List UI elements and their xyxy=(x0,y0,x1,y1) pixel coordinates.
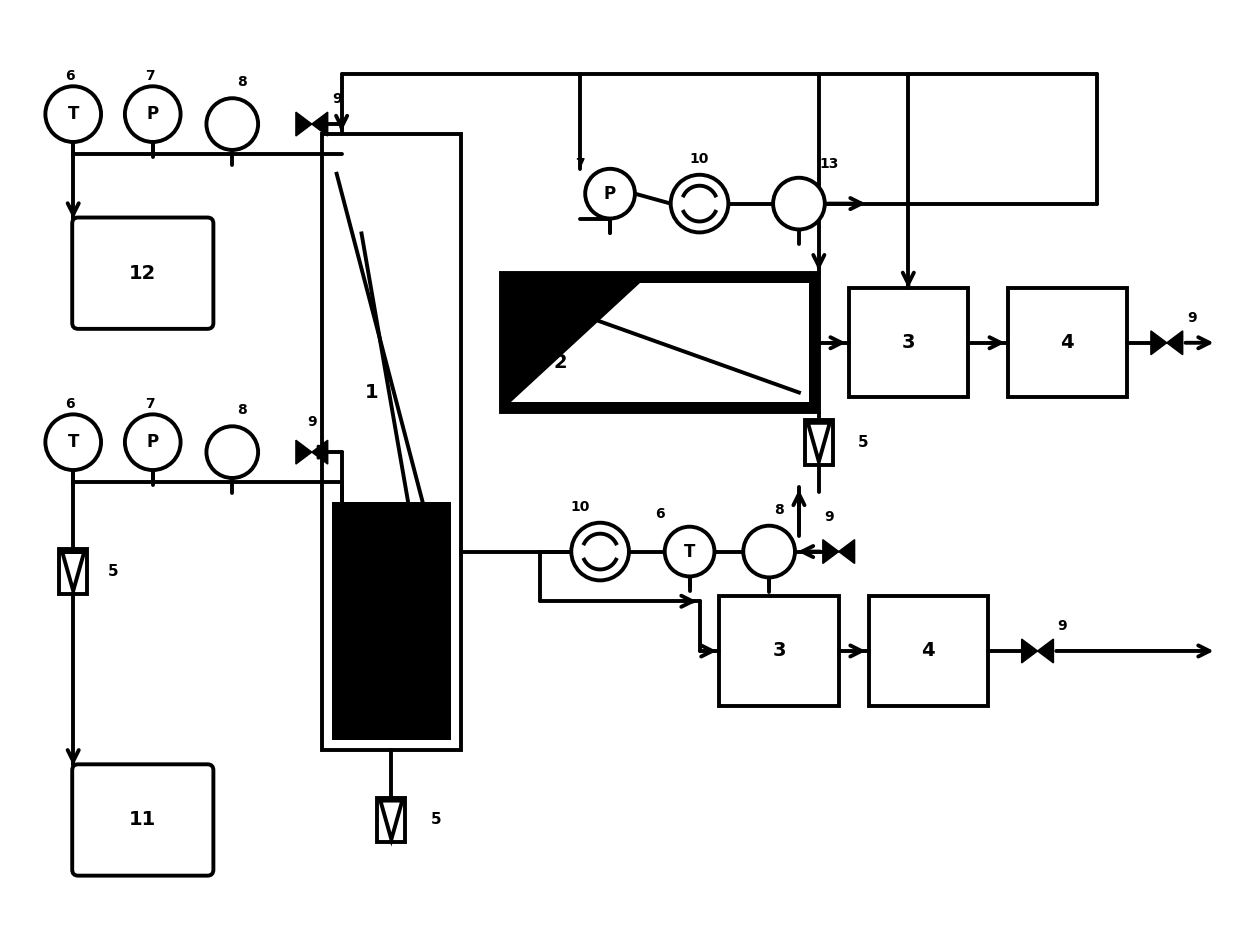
Text: 13: 13 xyxy=(820,157,838,170)
Circle shape xyxy=(665,526,714,576)
Circle shape xyxy=(206,426,258,478)
Text: 7: 7 xyxy=(145,397,155,411)
Text: 8: 8 xyxy=(237,404,247,417)
Text: T: T xyxy=(684,543,696,561)
Text: 9: 9 xyxy=(1187,311,1197,325)
Text: 1: 1 xyxy=(365,383,378,402)
Bar xyxy=(321,134,461,750)
Polygon shape xyxy=(296,440,327,464)
Bar xyxy=(719,596,838,705)
Text: 9: 9 xyxy=(1058,619,1068,633)
Text: 6: 6 xyxy=(66,69,76,84)
Text: 5: 5 xyxy=(430,812,441,827)
Text: 8: 8 xyxy=(774,503,784,517)
Bar xyxy=(868,596,988,705)
Text: 4: 4 xyxy=(921,642,935,661)
Text: 8: 8 xyxy=(237,75,247,89)
Text: 3: 3 xyxy=(901,333,915,352)
Circle shape xyxy=(743,526,795,578)
Text: 4: 4 xyxy=(1060,333,1074,352)
Text: 10: 10 xyxy=(689,152,709,166)
Text: 5: 5 xyxy=(858,435,869,449)
Text: 5: 5 xyxy=(108,564,118,579)
Bar xyxy=(331,502,451,741)
Polygon shape xyxy=(296,112,327,136)
Polygon shape xyxy=(823,540,854,564)
Text: 2: 2 xyxy=(553,353,567,372)
Bar xyxy=(1008,288,1127,398)
Bar xyxy=(805,420,833,465)
Text: P: P xyxy=(146,433,159,451)
Bar xyxy=(501,273,818,412)
Text: P: P xyxy=(604,185,616,203)
Text: 6: 6 xyxy=(655,506,665,521)
Circle shape xyxy=(46,414,100,470)
Text: 6: 6 xyxy=(66,397,76,411)
Circle shape xyxy=(125,87,181,142)
Text: T: T xyxy=(67,433,79,451)
Text: 3: 3 xyxy=(773,642,786,661)
Text: 9: 9 xyxy=(308,415,316,429)
Bar xyxy=(848,288,968,398)
Text: 7: 7 xyxy=(575,157,585,170)
Text: 7: 7 xyxy=(145,69,155,84)
Circle shape xyxy=(585,169,635,219)
Bar xyxy=(377,798,405,843)
Text: 9: 9 xyxy=(823,509,833,524)
Text: 12: 12 xyxy=(129,264,156,283)
Polygon shape xyxy=(1151,331,1183,355)
Circle shape xyxy=(206,98,258,149)
Circle shape xyxy=(671,175,728,232)
Text: 10: 10 xyxy=(570,500,590,514)
Polygon shape xyxy=(1022,639,1054,663)
Circle shape xyxy=(773,178,825,229)
Text: 11: 11 xyxy=(129,810,156,829)
Text: T: T xyxy=(67,105,79,123)
Circle shape xyxy=(46,87,100,142)
Polygon shape xyxy=(511,283,808,403)
Circle shape xyxy=(125,414,181,470)
Text: P: P xyxy=(146,105,159,123)
Circle shape xyxy=(572,523,629,581)
Bar xyxy=(60,549,87,594)
Text: 9: 9 xyxy=(332,92,341,107)
